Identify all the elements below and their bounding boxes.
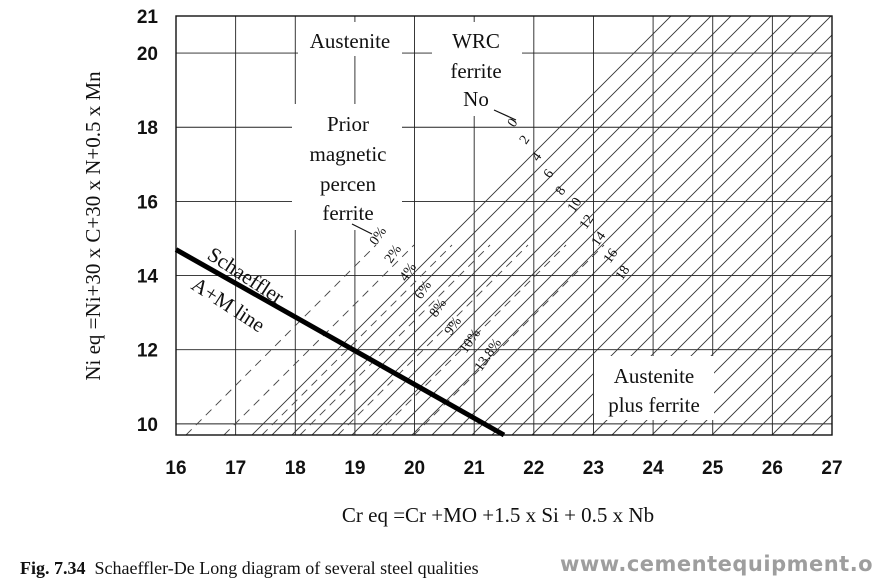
x-tick-label: 27 bbox=[821, 458, 842, 479]
wrc-label-line1: WRC bbox=[452, 29, 500, 53]
wrc-label-bg bbox=[432, 22, 522, 116]
prior-ferrite-label: 2% bbox=[382, 242, 405, 266]
y-tick-label: 16 bbox=[137, 192, 158, 213]
x-tick-label: 18 bbox=[285, 458, 306, 479]
x-tick-label: 23 bbox=[583, 458, 604, 479]
hatch-line bbox=[511, 114, 832, 435]
hatch-line bbox=[651, 254, 832, 435]
hatch-line bbox=[311, 16, 732, 435]
y-tick-label: 12 bbox=[137, 341, 158, 362]
prior-label-line3: percen bbox=[320, 172, 376, 196]
x-tick-labels: 16 17 18 19 20 21 22 23 24 25 26 27 bbox=[165, 458, 842, 479]
wrc-ferrite-label: 6 bbox=[541, 167, 557, 181]
hatch-line bbox=[751, 354, 832, 435]
x-tick-label: 24 bbox=[643, 458, 665, 479]
wrc-ferrite-label: 10 bbox=[565, 195, 585, 215]
prior-ferrite-label: 4% bbox=[397, 260, 420, 284]
hatch-line bbox=[371, 16, 792, 435]
dashed-line bbox=[375, 244, 567, 435]
wrc-ferrite-label: 4 bbox=[529, 150, 545, 164]
hatch-line bbox=[451, 54, 832, 435]
schaeffler-diagram: 16 17 18 19 20 21 22 23 24 25 26 27 10121416182021 … bbox=[81, 0, 873, 527]
hatch-line bbox=[731, 334, 832, 435]
x-tick-label: 17 bbox=[225, 458, 246, 479]
y-tick-label: 20 bbox=[137, 44, 158, 65]
dashed-line bbox=[299, 244, 491, 435]
dashed-line bbox=[223, 244, 415, 435]
dashed-line bbox=[185, 244, 377, 435]
dashed-line bbox=[261, 244, 453, 435]
wrc-hatch-lines bbox=[251, 0, 873, 435]
hatch-line bbox=[251, 16, 672, 435]
prior-label-line4: ferrite bbox=[322, 201, 373, 225]
watermark: www.cementequipment.org bbox=[560, 552, 873, 576]
x-tick-label: 25 bbox=[702, 458, 724, 479]
hatch-line bbox=[771, 374, 832, 435]
hatch-line bbox=[411, 16, 832, 435]
x-tick-label: 19 bbox=[344, 458, 365, 479]
x-tick-label: 22 bbox=[523, 458, 544, 479]
hatch-line bbox=[671, 274, 832, 435]
hatch-line bbox=[691, 294, 832, 435]
hatch-line bbox=[391, 16, 812, 435]
hatch-line bbox=[491, 94, 832, 435]
prior-label-line2: magnetic bbox=[310, 142, 387, 166]
am-line-stroke bbox=[174, 247, 506, 438]
prior-pointer bbox=[351, 223, 373, 235]
x-tick-label: 21 bbox=[464, 458, 486, 479]
dashed-line bbox=[337, 244, 529, 435]
wrc-pointer bbox=[493, 109, 517, 121]
austenite-ferrite-label-bg bbox=[594, 356, 714, 420]
hatch-line bbox=[711, 314, 832, 435]
x-tick-label: 26 bbox=[762, 458, 783, 479]
figure-caption: Fig. 7.34 Schaeffler-De Long diagram of … bbox=[20, 558, 479, 579]
schaeffler-am-line bbox=[174, 247, 506, 438]
y-tick-label: 18 bbox=[137, 118, 158, 139]
austenite-label: Austenite bbox=[310, 29, 390, 53]
dashed-line bbox=[451, 244, 643, 435]
prior-label-bg bbox=[292, 104, 402, 230]
x-tick-label: 16 bbox=[165, 458, 186, 479]
wrc-label-line3: No bbox=[463, 87, 489, 111]
x-axis-title: Cr eq =Cr +MO +1.5 x Si + 0.5 x Nb bbox=[342, 503, 654, 527]
hatch-line bbox=[852, 0, 873, 435]
prior-ferrite-label: 9% bbox=[442, 314, 465, 338]
hatch-line bbox=[271, 16, 692, 435]
austenite-ferrite-label-line2: plus ferrite bbox=[608, 393, 700, 417]
hatch-line bbox=[471, 74, 832, 435]
austenite-ferrite-label-line1: Austenite bbox=[614, 364, 694, 388]
hatch-line bbox=[351, 16, 772, 435]
x-tick-label: 20 bbox=[404, 458, 425, 479]
y-tick-label: 10 bbox=[137, 415, 158, 436]
hatch-line bbox=[331, 16, 752, 435]
figure-number: Fig. 7.34 bbox=[20, 558, 86, 578]
wrc-ferrite-label: 12 bbox=[577, 212, 597, 232]
y-tick-labels: 10 12 14 16 18 20 21 bbox=[137, 7, 159, 436]
austenite-label-bg bbox=[298, 22, 402, 56]
y-axis-title: Ni eq =Ni+30 x C+30 x N+0.5 x Mn bbox=[81, 71, 105, 381]
dashed-line bbox=[413, 244, 605, 435]
wrc-ferrite-label: 2 bbox=[517, 133, 533, 147]
prior-label-line1: Prior bbox=[327, 112, 369, 136]
figure-caption-text: Schaeffler-De Long diagram of several st… bbox=[94, 558, 479, 578]
wrc-label-line2: ferrite bbox=[450, 59, 501, 83]
y-tick-label: 14 bbox=[137, 267, 159, 288]
y-tick-label: 21 bbox=[137, 7, 159, 28]
hatch-line bbox=[431, 34, 832, 435]
wrc-ferrite-label: 18 bbox=[613, 263, 633, 283]
hatch-line bbox=[831, 434, 832, 435]
wrc-ferrite-label: 14 bbox=[589, 229, 609, 249]
